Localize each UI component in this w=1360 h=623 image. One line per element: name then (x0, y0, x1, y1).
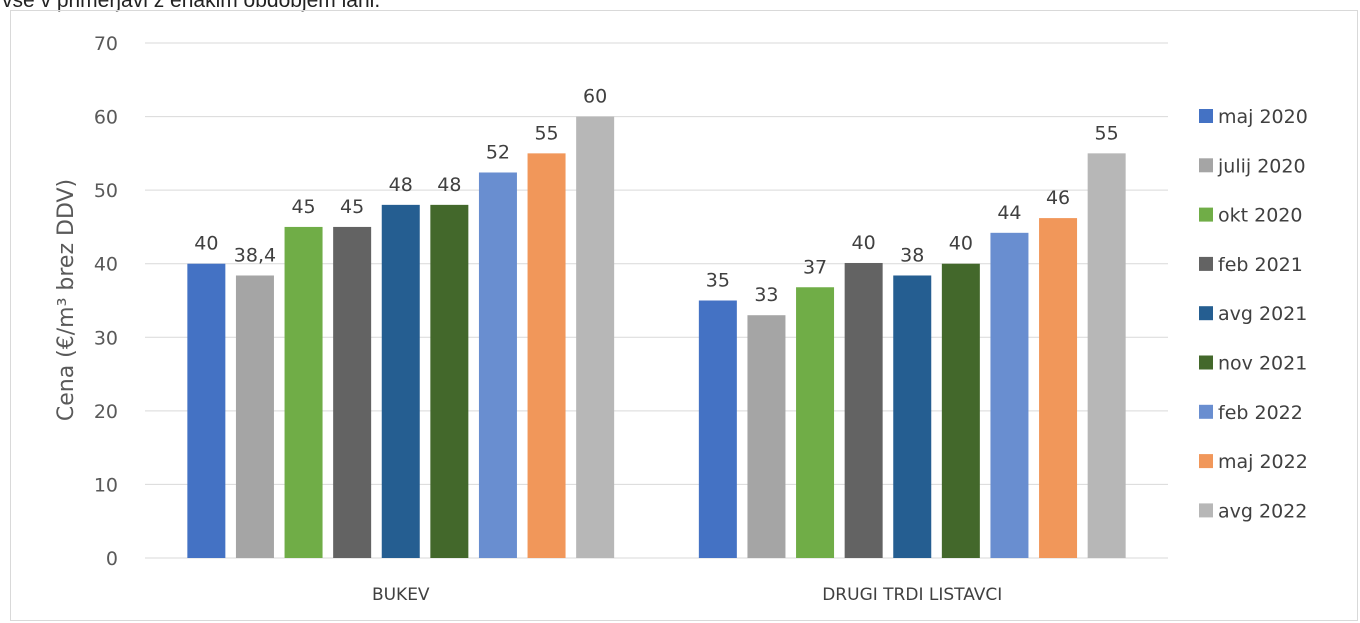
bar (1039, 218, 1078, 558)
legend-swatch (1199, 503, 1213, 518)
bar (1087, 153, 1126, 558)
data-label: 45 (340, 196, 364, 218)
legend-swatch (1199, 256, 1213, 271)
bar (235, 275, 274, 558)
data-label: 38 (900, 244, 924, 266)
bar (381, 204, 420, 558)
data-label: 45 (291, 196, 315, 218)
legend-label: maj 2020 (1218, 106, 1308, 128)
bar (576, 116, 615, 559)
data-label: 46 (1046, 187, 1070, 209)
x-axis-categories: BUKEV DRUGI TRDI LISTAVCI (372, 585, 1002, 605)
data-label: 37 (803, 256, 827, 278)
legend-swatch (1199, 404, 1213, 419)
y-tick-label: 20 (94, 401, 118, 423)
legend-label: avg 2022 (1218, 500, 1307, 522)
data-label: 55 (534, 122, 558, 144)
bar (527, 153, 566, 558)
data-label: 48 (389, 174, 413, 196)
bar (187, 263, 226, 558)
legend-swatch (1199, 306, 1213, 321)
data-label: 35 (706, 270, 730, 292)
legend-swatch (1199, 207, 1213, 222)
y-tick-label: 0 (106, 548, 118, 570)
x-category-label: BUKEV (372, 585, 430, 605)
data-label: 60 (583, 86, 607, 108)
bar (333, 226, 372, 558)
y-axis-label: Cena (€/m³ brez DDV) (54, 179, 79, 421)
y-tick-label: 70 (94, 33, 118, 55)
bar (796, 287, 835, 558)
legend-swatch (1199, 454, 1213, 469)
bar (990, 232, 1029, 559)
y-tick-label: 40 (94, 254, 118, 276)
bar (430, 204, 469, 558)
legend-label: julij 2020 (1217, 155, 1306, 177)
legend: maj 2020 julij 2020 okt 2020 feb 2021 avg 20… (1199, 106, 1308, 522)
chart-frame (10, 10, 1358, 621)
legend-swatch (1199, 355, 1213, 370)
data-label: 38,4 (234, 244, 276, 266)
bar (478, 172, 517, 558)
data-label: 40 (194, 233, 218, 255)
y-tick-label: 60 (94, 107, 118, 129)
legend-label: okt 2020 (1218, 205, 1302, 227)
y-tick-label: 30 (94, 327, 118, 349)
legend-swatch (1199, 109, 1213, 123)
bar (844, 262, 883, 558)
bar (941, 263, 980, 558)
data-label: 40 (949, 233, 973, 255)
legend-label: feb 2021 (1218, 254, 1303, 276)
bar (747, 315, 786, 558)
data-label: 40 (852, 232, 876, 254)
data-label: 33 (754, 284, 778, 306)
data-label: 52 (486, 141, 510, 163)
legend-label: maj 2022 (1218, 451, 1308, 473)
data-label: 44 (997, 202, 1021, 224)
bar (893, 275, 932, 558)
data-labels: 40 38,4 45 45 48 48 52 55 60 35 33 37 40 38 40 44 46 55 (194, 86, 1118, 307)
legend-label: avg 2021 (1218, 303, 1307, 325)
legend-label: feb 2022 (1218, 402, 1303, 424)
legend-swatch (1199, 158, 1213, 173)
y-axis-ticks: 0 10 20 30 40 50 60 70 (94, 33, 118, 570)
y-tick-label: 10 (94, 474, 118, 496)
data-label: 55 (1095, 122, 1119, 144)
page-caption: vse v primerjavi z enakim obdobjem lani. (2, 0, 381, 12)
x-category-label: DRUGI TRDI LISTAVCI (822, 585, 1002, 605)
legend-label: nov 2021 (1218, 353, 1307, 375)
y-tick-label: 50 (94, 180, 118, 202)
bar (698, 300, 737, 558)
bar (284, 226, 323, 558)
bars (187, 116, 1126, 559)
data-label: 48 (437, 174, 461, 196)
